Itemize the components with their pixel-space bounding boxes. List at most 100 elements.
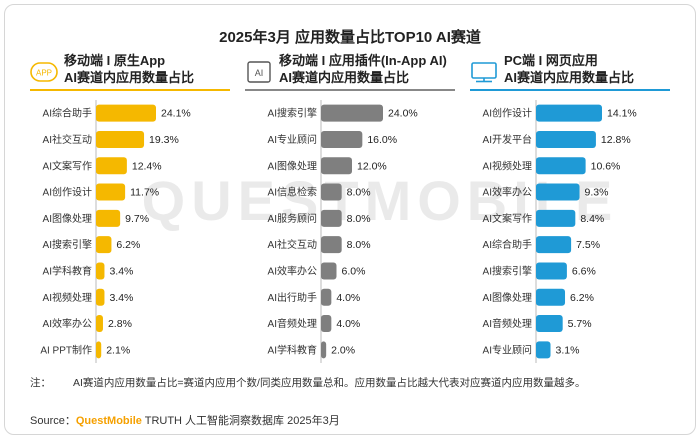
source-label: Source： bbox=[30, 415, 76, 427]
category-label: AI PPT制作 bbox=[40, 343, 92, 356]
category-label: AI学科教育 bbox=[43, 264, 92, 277]
svg-text:AI: AI bbox=[255, 68, 264, 78]
monitor-icon bbox=[471, 62, 497, 83]
footnote-text: AI赛道内应用数量占比=赛道内应用个数/同类应用数量总和。应用数量占比越大代表对… bbox=[73, 377, 586, 389]
data-label: 4.0% bbox=[336, 318, 360, 330]
data-label: 2.0% bbox=[331, 344, 355, 356]
panel-header: PC端 I 网页应用 AI赛道内应用数量占比 bbox=[470, 50, 700, 91]
bar bbox=[536, 130, 596, 148]
category-label: AI专业顾问 bbox=[268, 133, 317, 146]
bar bbox=[321, 262, 337, 280]
bar bbox=[536, 157, 586, 175]
bar bbox=[536, 236, 572, 254]
data-label: 24.1% bbox=[161, 108, 191, 120]
category-label: AI综合助手 bbox=[43, 107, 92, 120]
data-label: 24.0% bbox=[388, 108, 418, 120]
panel-title-line2: AI赛道内应用数量占比 bbox=[64, 70, 195, 85]
bar bbox=[536, 209, 576, 227]
category-label: AI图像处理 bbox=[43, 213, 92, 225]
data-label: 3.1% bbox=[556, 344, 580, 356]
data-label: 6.0% bbox=[342, 265, 366, 277]
bar bbox=[321, 315, 332, 333]
bar bbox=[321, 130, 363, 148]
data-label: 8.4% bbox=[580, 213, 604, 225]
data-label: 3.4% bbox=[109, 265, 133, 277]
panel-title-line1: 移动端 I 应用插件(In-App AI) bbox=[279, 53, 447, 68]
chart-title: 2025年3月 应用数量占比TOP10 AI赛道 bbox=[219, 29, 481, 46]
panel-underline bbox=[245, 89, 455, 91]
data-label: 9.3% bbox=[585, 187, 609, 199]
category-label: AI效率办公 bbox=[268, 264, 317, 277]
data-label: 12.0% bbox=[357, 160, 387, 172]
bar bbox=[96, 104, 156, 122]
panel-header: APP 移动端 I 原生App AI赛道内应用数量占比 bbox=[30, 50, 260, 91]
bar bbox=[321, 236, 342, 254]
footnote: 注： AI赛道内应用数量占比=赛道内应用个数/同类应用数量总和。应用数量占比越大代… bbox=[30, 375, 680, 390]
data-label: 2.1% bbox=[106, 344, 130, 356]
category-label: AI效率办公 bbox=[43, 317, 92, 330]
category-label: AI视频处理 bbox=[483, 159, 532, 172]
app-icon: APP bbox=[30, 62, 58, 82]
panel-title-line1: PC端 I 网页应用 bbox=[504, 53, 598, 68]
category-label: AI社交互动 bbox=[268, 238, 317, 251]
data-label: 8.0% bbox=[347, 239, 371, 251]
category-label: AI创作设计 bbox=[483, 107, 532, 120]
bar bbox=[536, 315, 563, 333]
bar bbox=[321, 104, 383, 122]
data-label: 4.0% bbox=[336, 292, 360, 304]
category-label: AI效率办公 bbox=[483, 186, 532, 199]
panel-title: 移动端 I 应用插件(In-App AI) AI赛道内应用数量占比 bbox=[279, 52, 479, 86]
category-label: AI文案写作 bbox=[483, 212, 532, 225]
panel-pc-web: PC端 I 网页应用 AI赛道内应用数量占比 AI创作设计 14.1% AI开发平台… bbox=[470, 50, 675, 370]
bar bbox=[321, 157, 352, 175]
panel-header: AI 移动端 I 应用插件(In-App AI) AI赛道内应用数量占比 bbox=[245, 50, 475, 91]
bar bbox=[96, 262, 105, 280]
data-label: 3.4% bbox=[109, 292, 133, 304]
panel-in-app-ai: AI 移动端 I 应用插件(In-App AI) AI赛道内应用数量占比 AI搜… bbox=[245, 50, 460, 370]
category-label: AI学科教育 bbox=[268, 343, 317, 356]
category-label: AI社交互动 bbox=[43, 133, 92, 146]
data-label: 11.7% bbox=[130, 187, 159, 199]
panel-title: 移动端 I 原生App AI赛道内应用数量占比 bbox=[64, 52, 264, 86]
bar bbox=[96, 288, 105, 306]
data-label: 8.0% bbox=[347, 187, 371, 199]
panel-title-line2: AI赛道内应用数量占比 bbox=[504, 70, 635, 85]
panel-title: PC端 I 网页应用 AI赛道内应用数量占比 bbox=[504, 52, 700, 86]
data-label: 10.6% bbox=[591, 160, 621, 172]
svg-text:APP: APP bbox=[36, 69, 52, 78]
footnote-label: 注： bbox=[30, 377, 51, 389]
data-label: 14.1% bbox=[607, 108, 637, 120]
bar bbox=[96, 236, 112, 254]
category-label: AI综合助手 bbox=[483, 238, 532, 251]
data-label: 6.2% bbox=[116, 239, 140, 251]
data-label: 16.0% bbox=[367, 134, 397, 146]
bar bbox=[321, 209, 342, 227]
data-label: 12.8% bbox=[601, 134, 631, 146]
data-label: 8.0% bbox=[347, 213, 371, 225]
data-label: 12.4% bbox=[132, 160, 162, 172]
data-label: 19.3% bbox=[149, 134, 179, 146]
bar bbox=[321, 288, 332, 306]
bar bbox=[536, 104, 602, 122]
panel-title-line1: 移动端 I 原生App bbox=[64, 53, 166, 68]
bar bbox=[321, 341, 327, 359]
category-label: AI专业顾问 bbox=[483, 343, 532, 356]
category-label: AI搜索引擎 bbox=[268, 107, 317, 120]
bar-chart-in-app-ai: AI搜索引擎 24.0% AI专业顾问 16.0% AI图像处理 12.0% AI信息检索 8… bbox=[268, 100, 418, 363]
data-label: 5.7% bbox=[568, 318, 592, 330]
bar bbox=[536, 341, 551, 359]
source-line: Source：QuestMobile TRUTH 人工智能洞察数据库 2025年… bbox=[30, 412, 680, 428]
ai-plugin-icon: AI bbox=[247, 61, 271, 83]
category-label: AI搜索引擎 bbox=[483, 264, 532, 277]
bar bbox=[96, 157, 127, 175]
data-label: 9.7% bbox=[125, 213, 149, 225]
panel-title-line2: AI赛道内应用数量占比 bbox=[279, 70, 410, 85]
bar bbox=[536, 183, 580, 201]
category-label: AI图像处理 bbox=[268, 160, 317, 172]
data-label: 6.6% bbox=[572, 265, 596, 277]
category-label: AI音频处理 bbox=[268, 317, 317, 330]
bar-chart-pc-web: AI创作设计 14.1% AI开发平台 12.8% AI视频处理 10.6% AI效率办公 9… bbox=[483, 100, 637, 363]
data-label: 6.2% bbox=[570, 292, 594, 304]
category-label: AI音频处理 bbox=[483, 317, 532, 330]
category-label: AI服务顾问 bbox=[268, 212, 317, 225]
